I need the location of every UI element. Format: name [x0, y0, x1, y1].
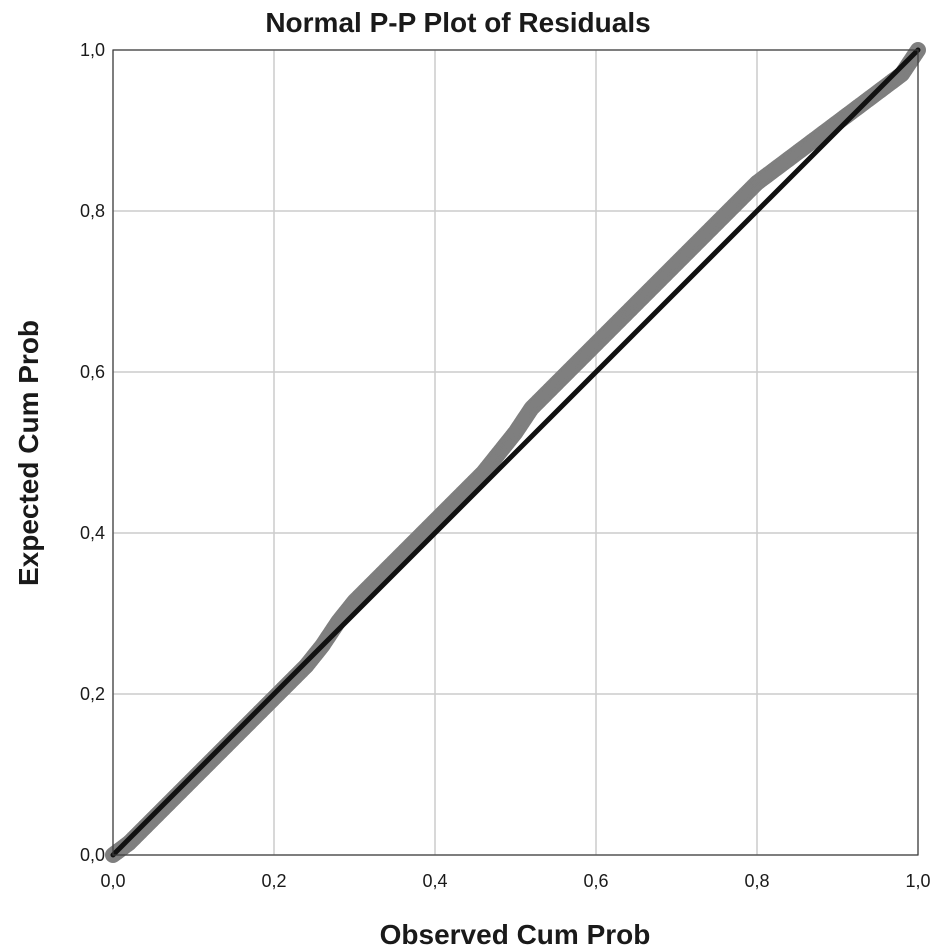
x-tick-label: 0,6: [583, 871, 608, 891]
y-axis-label: Expected Cum Prob: [13, 320, 44, 586]
y-tick-label: 0,2: [80, 684, 105, 704]
y-tick-label: 0,0: [80, 845, 105, 865]
reference-line: [110, 47, 921, 858]
x-tick-label: 1,0: [905, 871, 930, 891]
x-axis-label: Observed Cum Prob: [380, 919, 651, 950]
tick-labels: 0,0 0,0 0,2 0,2 0,4 0,4 0,6 0,6 0,8 0,8 1,0 1,0: [80, 40, 931, 891]
y-tick-label: 0,8: [80, 201, 105, 221]
y-tick-label: 0,6: [80, 362, 105, 382]
x-tick-label: 0,2: [261, 871, 286, 891]
chart-title: Normal P-P Plot of Residuals: [265, 7, 650, 38]
y-tick-label: 0,4: [80, 523, 105, 543]
x-tick-label: 0,0: [100, 871, 125, 891]
x-tick-label: 0,4: [422, 871, 447, 891]
plot-frame: [112, 49, 919, 856]
y-tick-label: 1,0: [80, 40, 105, 60]
x-tick-label: 0,8: [744, 871, 769, 891]
